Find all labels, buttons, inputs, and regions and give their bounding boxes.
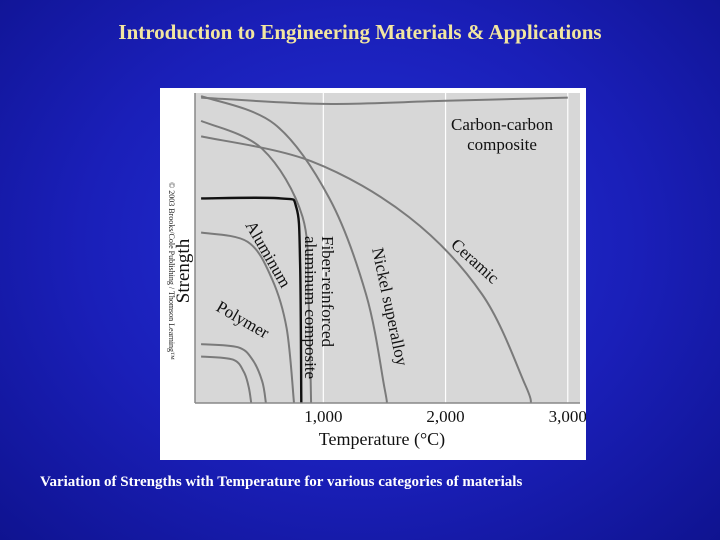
- chart-figure: Polymer Aluminum Fiber-reinforcedaluminum …: [160, 88, 586, 460]
- series-label-fiber-reinforced-aluminum-composite: Fiber-reinforcedaluminum composite: [301, 236, 337, 379]
- x-tick-label-2000: 2,000: [426, 407, 464, 426]
- y-axis-label: Strength: [173, 238, 194, 303]
- series-label-line-1: aluminum composite: [301, 236, 320, 379]
- x-axis-label: Temperature (°C): [319, 429, 445, 450]
- series-curve-aluminum-2: [200, 231, 295, 404]
- series-curve-carbon-carbon-composite-7: [201, 96, 568, 105]
- series-label-line-0: Fiber-reinforced: [318, 236, 337, 348]
- series-label-line-0: Carbon-carbon: [451, 115, 553, 134]
- series-curve-polymer-0: [201, 343, 267, 404]
- series-curve-polymer-1: [201, 355, 253, 404]
- copyright-notice: © 2003 Brooks/Cole Publishing / Thomson …: [167, 182, 176, 360]
- series-curve-nickel-superalloy-5: [200, 95, 388, 404]
- plot-area: [195, 93, 580, 403]
- series-label-line-1: composite: [467, 135, 537, 154]
- series-curve-fiber-reinforced-aluminum-composite-4: [200, 119, 313, 404]
- slide-title: Introduction to Engineering Materials & …: [118, 20, 602, 44]
- x-tick-label-3000: 3,000: [549, 407, 586, 426]
- series-curve-aluminum-3: [201, 196, 303, 404]
- series-curve-ceramic-6: [200, 135, 533, 404]
- slide-caption: Variation of Strengths with Temperature …: [40, 474, 523, 490]
- series-label-carbon-carbon-composite: Carbon-carbon composite: [451, 115, 553, 154]
- x-tick-label-1000: 1,000: [304, 407, 342, 426]
